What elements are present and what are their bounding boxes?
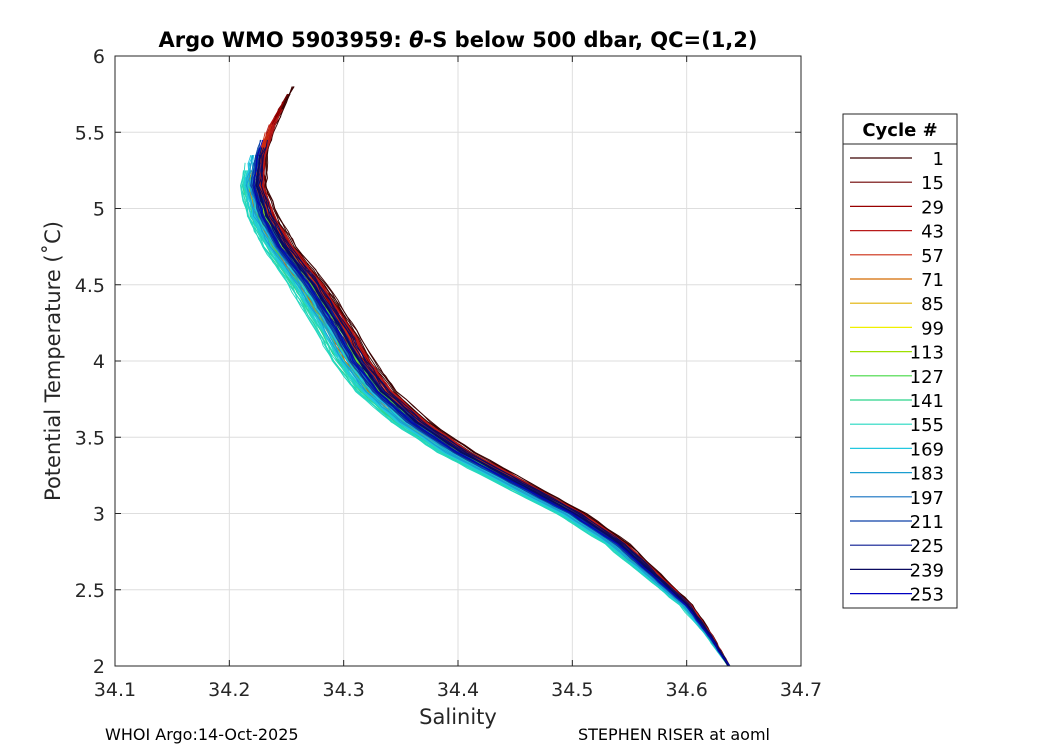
series-line-cycle-169 xyxy=(244,162,730,667)
legend-label: 169 xyxy=(910,439,944,460)
legend-label: 211 xyxy=(910,512,944,533)
legend-label: 99 xyxy=(921,318,944,339)
y-tick-label: 5 xyxy=(93,199,105,221)
y-tick-labels: 2 2.5 3 3.5 4 4.5 5 5.5 6 xyxy=(75,46,105,678)
x-tick-label: 34.6 xyxy=(666,679,708,701)
legend-label: 183 xyxy=(910,464,944,485)
y-tick-label: 4 xyxy=(93,351,105,373)
legend-title: Cycle # xyxy=(862,120,937,141)
x-tick-label: 34.7 xyxy=(780,679,822,701)
series-line-cycle-189 xyxy=(245,155,729,667)
legend: Cycle # 1 15 29 43 57 71 85 99 113 127 141 155 169 18… xyxy=(842,113,958,609)
legend-box xyxy=(842,113,958,609)
chart-title: Argo WMO 5903959: θ-S below 500 dbar, QC… xyxy=(158,28,757,52)
y-tick-label: 5.5 xyxy=(75,122,105,144)
series-line-cycle-190 xyxy=(246,162,730,667)
series-line-cycle-6 xyxy=(264,86,730,667)
axis-ticks xyxy=(114,55,802,667)
legend-label: 57 xyxy=(921,246,944,267)
series-line-cycle-50 xyxy=(262,109,731,667)
x-tick-label: 34.4 xyxy=(437,679,479,701)
legend-label: 71 xyxy=(921,270,944,291)
series-lines xyxy=(240,86,731,667)
legend-label: 197 xyxy=(910,488,944,509)
legend-label: 113 xyxy=(910,343,944,364)
legend-label: 127 xyxy=(910,367,944,388)
x-tick-label: 34.2 xyxy=(208,679,250,701)
legend-label: 43 xyxy=(921,222,944,243)
series-line-cycle-246 xyxy=(258,147,729,667)
series-line-cycle-242 xyxy=(256,147,730,667)
legend-label: 155 xyxy=(910,415,944,436)
y-tick-label: 2 xyxy=(93,656,105,678)
x-axis-label: Salinity xyxy=(419,705,497,729)
footer-credit-right: STEPHEN RISER at aoml xyxy=(578,725,770,744)
legend-label: 15 xyxy=(921,173,944,194)
legend-entries: 1 15 29 43 57 71 85 99 113 127 141 155 169 183 197 211 2… xyxy=(850,149,944,606)
y-axis-label: Potential Temperature (˚C) xyxy=(41,221,65,501)
y-tick-label: 3.5 xyxy=(75,427,105,449)
legend-label: 253 xyxy=(910,585,944,606)
legend-label: 29 xyxy=(921,197,944,218)
y-tick-label: 3 xyxy=(93,504,105,526)
series-line-cycle-4 xyxy=(264,86,730,667)
y-tick-label: 6 xyxy=(93,46,105,68)
y-tick-label: 4.5 xyxy=(75,275,105,297)
legend-label: 85 xyxy=(921,294,944,315)
legend-label: 239 xyxy=(910,560,944,581)
x-tick-labels: 34.1 34.2 34.3 34.4 34.5 34.6 34.7 xyxy=(94,679,822,701)
legend-label: 1 xyxy=(933,149,944,170)
x-tick-label: 34.1 xyxy=(94,679,136,701)
legend-label: 141 xyxy=(910,391,944,412)
series-line-cycle-244 xyxy=(260,139,729,667)
y-tick-label: 2.5 xyxy=(75,580,105,602)
series-line-cycle-253 xyxy=(253,139,731,667)
series-line-cycle-216 xyxy=(250,139,730,667)
series-line-cycle-158 xyxy=(240,170,729,667)
x-tick-label: 34.3 xyxy=(323,679,365,701)
x-tick-label: 34.5 xyxy=(551,679,593,701)
footer-credit-left: WHOI Argo:14-Oct-2025 xyxy=(105,725,299,744)
legend-label: 225 xyxy=(910,536,944,557)
